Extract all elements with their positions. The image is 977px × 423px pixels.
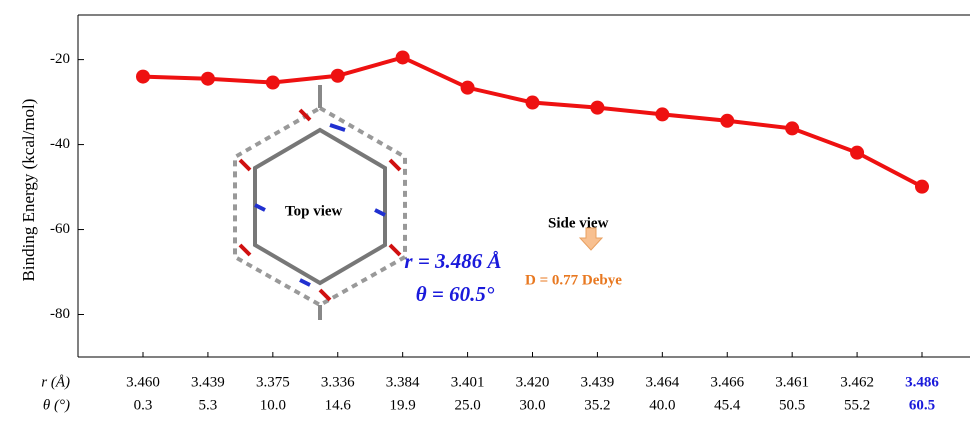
x-tick-label: 3.384 [386,374,420,390]
x-tick-label: 3.336 [321,374,355,390]
marker [785,121,799,135]
chart: Binding Energy (kcal/mol) r (Å) θ (°) To… [0,0,977,418]
x-tick-label: 3.460 [126,374,160,390]
x-tick-label: 3.462 [840,374,874,390]
marker [331,69,345,83]
marker [266,76,280,90]
marker [201,72,215,86]
x-tick-label: 3.375 [256,374,290,390]
x-tick-label: 3.420 [516,374,550,390]
y-axis-label: Binding Energy (kcal/mol) [19,99,38,282]
x-tick-label: 3.401 [451,374,485,390]
annotation: D = 0.77 Debye [525,272,622,288]
x-tick-label: 30.0 [519,397,545,413]
marker [136,70,150,84]
row-label: r (Å) [41,374,70,390]
marker [461,81,475,95]
x-tick-label: 45.4 [714,397,741,413]
marker [526,96,540,110]
x-tick-label: 3.466 [710,374,744,390]
x-tick-label: 60.5 [909,397,935,413]
x-tick-label: 19.9 [390,397,416,413]
annotation: θ = 60.5° [416,282,495,306]
x-tick-label: 50.5 [779,397,805,413]
x-tick-label: 3.461 [775,374,809,390]
x-tick-label: 5.3 [199,397,218,413]
annotation: r = 3.486 Å [404,249,501,273]
marker [396,50,410,64]
annotation: Top view [285,203,343,219]
row-label: θ (°) [43,397,70,413]
marker [655,107,669,121]
x-tick-label: 35.2 [584,397,610,413]
marker [720,114,734,128]
x-tick-label: 3.439 [581,374,615,390]
x-tick-label: 55.2 [844,397,870,413]
x-tick-label: 3.464 [645,374,679,390]
annotation: Side view [548,215,609,231]
y-tick-label: -60 [50,221,70,237]
y-tick-label: -40 [50,136,70,152]
x-tick-label: 0.3 [134,397,153,413]
y-tick-label: -20 [50,51,70,67]
marker [915,180,929,194]
x-tick-label: 14.6 [325,397,352,413]
marker [590,101,604,115]
y-tick-label: -80 [50,306,70,322]
x-tick-label: 10.0 [260,397,286,413]
x-tick-label: 40.0 [649,397,675,413]
x-tick-label: 3.439 [191,374,225,390]
x-tick-label: 3.486 [905,374,939,390]
marker [850,146,864,160]
x-tick-label: 25.0 [454,397,480,413]
